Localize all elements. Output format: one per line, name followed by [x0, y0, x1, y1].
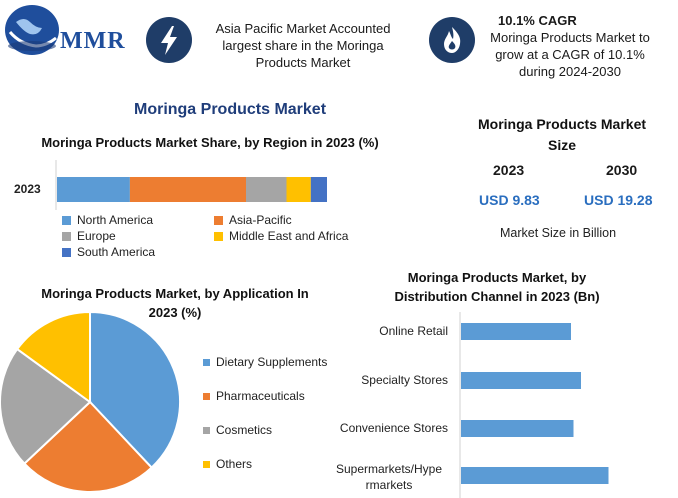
legend-item-others: Others	[203, 447, 353, 481]
dist-label-convenience-stores: Convenience Stores	[339, 421, 448, 435]
application-legend: Dietary Supplements Pharmaceuticals Cosm…	[203, 345, 353, 481]
legend-label: Middle East and Africa	[229, 229, 349, 243]
legend-item-cosmetics: Cosmetics	[203, 413, 353, 447]
legend-label: Asia-Pacific	[229, 213, 292, 227]
region-stacked-bar-chart: 2023	[14, 160, 327, 210]
region-bar-segment-3	[246, 177, 287, 202]
legend-label: Europe	[77, 229, 116, 243]
legend-item-asia-pacific: Asia-Pacific	[214, 213, 374, 227]
dist-label-specialty-stores: Specialty Stores	[361, 373, 448, 387]
year-2023-label: 2023	[493, 162, 525, 178]
distribution-bar-2	[461, 372, 581, 389]
dist-label-online-retail: Online Retail	[379, 324, 448, 338]
pie-slice-4	[15, 310, 91, 404]
legend-item-dietary: Dietary Supplements	[203, 345, 353, 379]
application-pie-chart	[0, 310, 181, 493]
market-size-2030-value: USD 19.28	[584, 192, 653, 208]
legend-item-south-america: South America	[62, 245, 214, 259]
legend-swatch	[214, 231, 223, 241]
legend-swatch	[62, 231, 71, 241]
legend-label: Others	[216, 457, 253, 471]
pie-slice-3	[0, 347, 92, 466]
legend-label: Cosmetics	[216, 423, 273, 437]
legend-label: South America	[77, 245, 156, 259]
cagr-text: Moringa Products Market to grow at a CAG…	[490, 30, 650, 79]
distribution-bar-1	[461, 323, 571, 340]
region-category-label: 2023	[14, 182, 41, 196]
region-bar-segment-4	[286, 177, 311, 202]
legend-swatch	[203, 426, 210, 434]
legend-label: Pharmaceuticals	[216, 389, 305, 403]
distribution-bar-3	[461, 420, 574, 437]
distribution-chart-title: Moringa Products Market, by Distribution…	[394, 270, 600, 304]
mmr-logo: MMR	[2, 2, 132, 58]
stat-cagr: 10.1% CAGR Moringa Products Market to gr…	[480, 12, 660, 80]
region-legend: North America Asia-Pacific Europe Middle…	[62, 213, 382, 259]
legend-swatch	[62, 215, 71, 225]
cagr-title: 10.1% CAGR	[498, 13, 577, 28]
pie-slice-1	[89, 310, 181, 470]
legend-item-mea: Middle East and Africa	[214, 229, 374, 243]
legend-swatch	[214, 215, 223, 225]
dist-label-supermarkets: Supermarkets/Hype rmarkets	[335, 462, 443, 492]
legend-swatch	[62, 247, 71, 257]
legend-label: North America	[77, 213, 154, 227]
application-chart-title: Moringa Products Market, by Application …	[41, 286, 309, 320]
distribution-bar-4	[461, 467, 609, 484]
year-2030-label: 2030	[606, 162, 638, 178]
legend-item-north-america: North America	[62, 213, 214, 227]
main-title: Moringa Products Market	[133, 101, 327, 118]
region-bar-segment-2	[129, 177, 246, 202]
market-size-2023-value: USD 9.83	[479, 192, 540, 208]
globe-icon	[5, 5, 59, 55]
pie-slice-2	[22, 400, 154, 493]
flame-icon	[429, 17, 475, 63]
legend-swatch	[203, 392, 210, 400]
legend-item-pharma: Pharmaceuticals	[203, 379, 353, 413]
region-chart-title: Moringa Products Market Share, by Region…	[41, 135, 379, 150]
region-bar-segment-5	[310, 177, 327, 202]
lightning-icon	[146, 17, 192, 63]
market-size-footer: Market Size in Billion	[500, 226, 616, 240]
legend-swatch	[203, 460, 210, 468]
region-bar-segment-1	[57, 177, 130, 202]
market-size-title: Moringa Products Market Size	[477, 116, 647, 153]
legend-item-europe: Europe	[62, 229, 214, 243]
distribution-bar-chart	[459, 312, 609, 498]
legend-swatch	[203, 358, 210, 366]
market-size-footer-text: Market Size in Billion	[500, 226, 617, 240]
legend-label: Dietary Supplements	[216, 355, 328, 369]
logo-text: MMR	[60, 28, 126, 54]
stat-asia-pacific: Asia Pacific Market Accounted largest sh…	[215, 21, 391, 70]
